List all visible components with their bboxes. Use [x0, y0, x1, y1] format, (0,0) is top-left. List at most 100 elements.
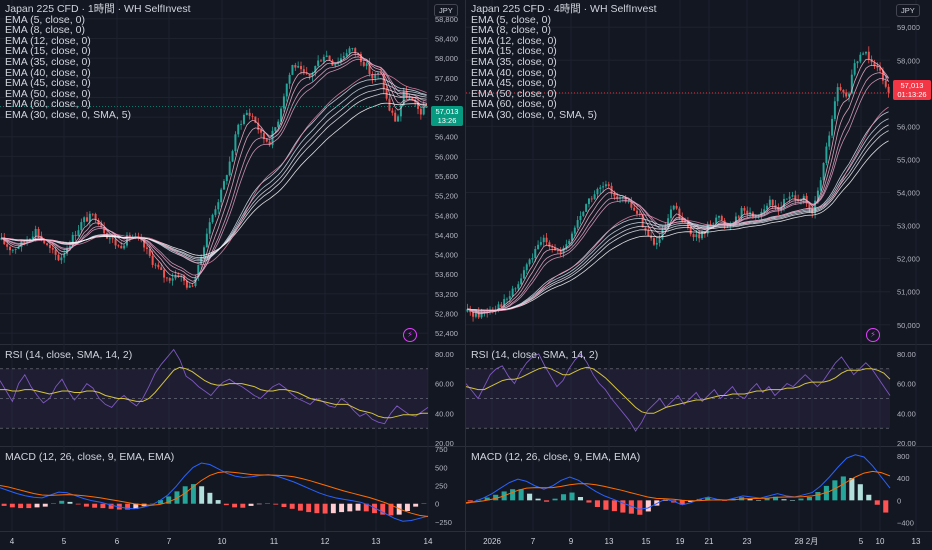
ema-legend-item: EMA (40, close, 0): [5, 66, 91, 79]
macd-histogram-bar: [18, 503, 24, 509]
candle-body: [508, 296, 511, 299]
candle-body: [568, 240, 571, 245]
last-price-tag: 57,013 13:26: [431, 106, 463, 126]
date-tick-label: 10: [876, 537, 885, 546]
date-tick-label: 4: [10, 537, 15, 546]
candle-body: [117, 245, 120, 247]
macd-histogram-bar: [577, 497, 584, 501]
currency-label[interactable]: JPY: [434, 4, 458, 17]
candle-body: [636, 210, 639, 214]
candle-body: [123, 245, 126, 249]
last-price-value: 57,013: [435, 107, 459, 116]
macd-histogram-bar: [306, 503, 312, 513]
price-tick-label: 58,800: [435, 15, 458, 24]
currency-label[interactable]: JPY: [896, 4, 920, 17]
macd-histogram-bar: [388, 503, 394, 516]
candle-body: [34, 228, 37, 237]
macd-histogram-bar: [747, 498, 753, 501]
candle-body: [382, 73, 385, 90]
rsi-signal-line: [0, 366, 428, 419]
ema-sma-line: [467, 106, 889, 312]
candle-body: [596, 188, 599, 195]
price-tick-label: 54,000: [897, 189, 920, 198]
macd-histogram-bar: [158, 500, 163, 504]
candle-body: [599, 187, 602, 189]
candle-body: [822, 162, 825, 181]
ema-legend-item: EMA (12, close, 0): [471, 34, 557, 47]
candle-body: [805, 195, 808, 204]
candle-body: [545, 237, 548, 243]
candle-body: [91, 213, 94, 215]
candle-body: [754, 215, 757, 217]
macd-signal-line: [0, 471, 429, 517]
price-tick-label: 53,200: [435, 290, 458, 299]
rsi-tick-label: 80.00: [897, 350, 916, 359]
chart-pane-1h[interactable]: 58,80058,40058,00057,60057,20056,80056,4…: [0, 0, 466, 550]
candle-body: [576, 220, 579, 228]
date-tick-label: 9: [569, 537, 574, 546]
ema-line: [467, 77, 889, 313]
candle-body: [616, 196, 619, 199]
ema-legend-item: EMA (35, close, 0): [5, 55, 91, 68]
candle-body: [633, 207, 636, 211]
rsi-tick-label: 20.00: [435, 439, 454, 448]
macd-histogram-bar: [493, 494, 499, 501]
candle-body: [288, 74, 291, 84]
lightning-icon[interactable]: ⚡: [866, 328, 880, 342]
macd-histogram-bar: [133, 503, 139, 509]
chart-canvas-1h[interactable]: 58,80058,40058,00057,60057,20056,80056,4…: [0, 0, 466, 550]
price-tick-label: 53,000: [897, 222, 920, 231]
price-tick-label: 50,000: [897, 321, 920, 330]
candle-body: [856, 61, 859, 64]
candle-body: [867, 51, 870, 60]
candle-body: [528, 259, 531, 265]
candle-body: [377, 72, 380, 75]
macd-histogram-bar: [330, 503, 336, 514]
last-price-tag: 57,013 01:13:26: [893, 80, 931, 100]
macd-histogram-bar: [240, 503, 246, 508]
chart-canvas-4h[interactable]: 59,00058,00057,00056,00055,00054,00053,0…: [466, 0, 932, 550]
candle-body: [678, 208, 681, 218]
macd-tick-label: 250: [435, 482, 448, 491]
candle-body: [862, 53, 865, 55]
candle-body: [785, 198, 788, 200]
macd-tick-label: 0: [897, 496, 901, 505]
macd-histogram-bar: [645, 500, 651, 512]
candle-body: [675, 205, 678, 209]
candle-body: [695, 234, 698, 238]
candle-body: [517, 284, 520, 289]
macd-histogram-bar: [611, 500, 617, 512]
macd-line: [0, 462, 429, 522]
date-tick-label: 5: [62, 537, 67, 546]
candle-body: [559, 250, 562, 254]
candle-body: [887, 86, 890, 93]
macd-histogram-bar: [59, 500, 65, 504]
macd-histogram-bar: [281, 503, 287, 507]
price-tick-label: 52,000: [897, 255, 920, 264]
candle-body: [791, 195, 794, 197]
candle-body: [717, 216, 720, 218]
candle-body: [220, 189, 223, 203]
date-tick-label: 13: [912, 537, 921, 546]
candle-body: [797, 199, 800, 201]
candle-body: [689, 227, 692, 235]
macd-histogram-bar: [223, 503, 229, 506]
candle-body: [525, 264, 528, 271]
candle-body: [842, 90, 845, 93]
macd-histogram-bar: [256, 503, 262, 505]
candle-body: [208, 222, 211, 234]
candle-body: [766, 205, 769, 210]
rsi-tick-label: 20.00: [897, 439, 916, 448]
candle-body: [394, 112, 397, 122]
chart-pane-4h[interactable]: 59,00058,00057,00056,00055,00054,00053,0…: [466, 0, 932, 550]
candle-body: [833, 101, 836, 119]
candle-body: [240, 123, 243, 125]
candle-body: [422, 106, 425, 115]
lightning-icon[interactable]: ⚡: [403, 328, 417, 342]
date-tick-label: 23: [743, 537, 752, 546]
rsi-signal-line: [466, 366, 891, 414]
candle-body: [268, 141, 271, 146]
bar-countdown: 13:26: [437, 116, 457, 125]
candle-body: [590, 198, 593, 200]
last-price-value: 57,013: [900, 81, 924, 90]
